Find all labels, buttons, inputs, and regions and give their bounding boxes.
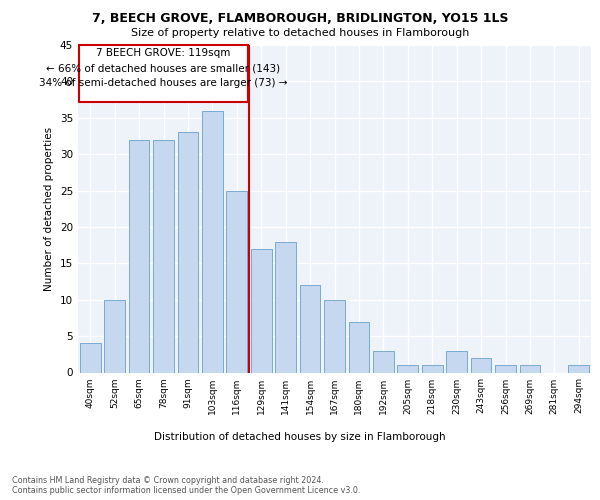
- Text: 7, BEECH GROVE, FLAMBOROUGH, BRIDLINGTON, YO15 1LS: 7, BEECH GROVE, FLAMBOROUGH, BRIDLINGTON…: [92, 12, 508, 26]
- Bar: [422, 365, 443, 372]
- Bar: [324, 300, 345, 372]
- Bar: [153, 140, 174, 372]
- Bar: [178, 132, 199, 372]
- Text: Contains HM Land Registry data © Crown copyright and database right 2024.
Contai: Contains HM Land Registry data © Crown c…: [12, 476, 361, 495]
- Bar: [275, 242, 296, 372]
- Text: ← 66% of detached houses are smaller (143): ← 66% of detached houses are smaller (14…: [46, 63, 281, 73]
- Text: Distribution of detached houses by size in Flamborough: Distribution of detached houses by size …: [154, 432, 446, 442]
- Bar: [226, 190, 247, 372]
- Y-axis label: Number of detached properties: Number of detached properties: [44, 126, 55, 291]
- FancyBboxPatch shape: [79, 45, 248, 102]
- Text: 7 BEECH GROVE: 119sqm: 7 BEECH GROVE: 119sqm: [97, 48, 230, 58]
- Text: Size of property relative to detached houses in Flamborough: Size of property relative to detached ho…: [131, 28, 469, 38]
- Bar: [80, 344, 101, 372]
- Bar: [299, 285, 320, 372]
- Bar: [568, 365, 589, 372]
- Bar: [202, 110, 223, 372]
- Bar: [495, 365, 516, 372]
- Bar: [520, 365, 541, 372]
- Bar: [251, 249, 272, 372]
- Text: 34% of semi-detached houses are larger (73) →: 34% of semi-detached houses are larger (…: [39, 78, 288, 88]
- Bar: [373, 350, 394, 372]
- Bar: [128, 140, 149, 372]
- Bar: [349, 322, 370, 372]
- Bar: [397, 365, 418, 372]
- Bar: [470, 358, 491, 372]
- Bar: [104, 300, 125, 372]
- Bar: [446, 350, 467, 372]
